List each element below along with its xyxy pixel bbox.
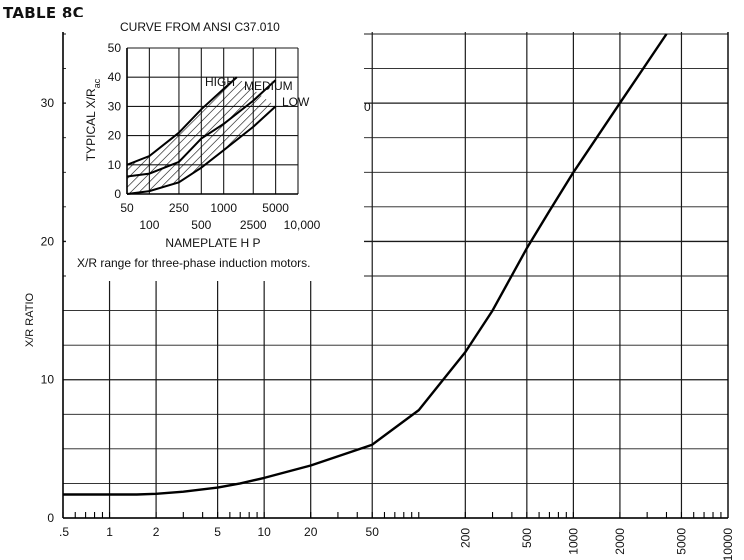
y-tick-label: 20 xyxy=(41,234,55,248)
y-tick-label: 10 xyxy=(41,373,55,387)
inset-x-tick-label: 1000 xyxy=(210,201,237,215)
inset-series-line xyxy=(126,79,277,178)
inset-x-tick-label: 2500 xyxy=(240,218,267,232)
inset-y-tick-label: 0 xyxy=(114,187,121,201)
x-tick-label: 2000 xyxy=(613,528,627,555)
inset-series-line xyxy=(126,76,238,166)
x-tick-label: 5000 xyxy=(674,528,688,555)
x-tick-label: 10 xyxy=(257,525,271,539)
inset-x-tick-label: 100 xyxy=(139,218,159,232)
y-tick-label: 30 xyxy=(41,96,55,110)
band-label-medium: MEDIUM xyxy=(244,79,293,93)
band-label-high: HIGH xyxy=(205,75,235,89)
inset-chart: HIGH MEDIUM LOW CURVE FROM ANSI C37.010 0 10 2… xyxy=(66,17,364,281)
inset-x-tick-label: 50 xyxy=(120,201,134,215)
axes xyxy=(62,32,729,519)
inset-y-axis-title: TYPICAL X/Rac xyxy=(84,78,102,161)
x-tick-label: 20 xyxy=(304,525,318,539)
inset-y-tick-label: 20 xyxy=(108,129,122,143)
x-tick-label: .5 xyxy=(59,525,69,539)
x-tick-label: 1 xyxy=(106,525,113,539)
y-tick-label: 0 xyxy=(47,511,54,525)
inset-title: CURVE FROM ANSI C37.010 xyxy=(120,20,280,34)
series-line xyxy=(63,33,668,496)
inset-y-tick-label: 50 xyxy=(108,41,122,55)
x-tick-label: 2 xyxy=(153,525,160,539)
inset-caption: X/R range for three-phase induction moto… xyxy=(77,256,310,270)
x-tick-label: 10000 xyxy=(721,528,735,560)
inset-series-line xyxy=(126,105,277,195)
inset-x-tick-label: 500 xyxy=(191,218,211,232)
table-title: TABLE 8C xyxy=(3,4,84,22)
series-layer xyxy=(63,33,668,496)
inset-x-axis-title: NAMEPLATE H P xyxy=(165,236,260,250)
inset-y-tick-label: 40 xyxy=(108,70,122,84)
inset-x-tick-label: 5000 xyxy=(262,201,289,215)
y-axis-title: X/R RATIO xyxy=(24,292,36,347)
x-tick-label: 1000 xyxy=(566,528,580,555)
inset-x-tick-label: 250 xyxy=(169,201,189,215)
inset-band xyxy=(127,77,276,194)
x-tick-label: 200 xyxy=(458,528,472,548)
inset-y-tick-label: 30 xyxy=(108,99,122,113)
x-tick-label: 500 xyxy=(520,528,534,548)
x-tick-label: 5 xyxy=(214,525,221,539)
inset-x-tick-label: 10,000 xyxy=(284,218,321,232)
band-label-low: LOW xyxy=(282,95,310,109)
inset-y-tick-label: 10 xyxy=(108,158,122,172)
x-tick-label: 50 xyxy=(366,525,380,539)
